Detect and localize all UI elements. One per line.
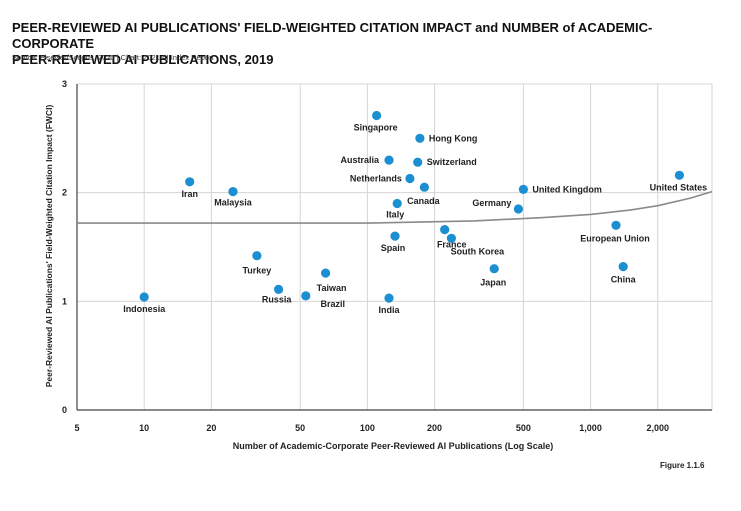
point-germany bbox=[513, 204, 524, 214]
point-label-united-kingdom: United Kingdom bbox=[532, 184, 602, 194]
figure-label: Figure 1.1.6 bbox=[660, 461, 705, 470]
chart-title: PEER-REVIEWED AI PUBLICATIONS' FIELD-WEI… bbox=[12, 20, 727, 68]
point-taiwan bbox=[321, 268, 331, 278]
point-france bbox=[440, 225, 450, 235]
point-label-singapore: Singapore bbox=[354, 123, 398, 133]
point-label-turkey: Turkey bbox=[242, 266, 271, 276]
title-line-2: PEER-REVIEWED AI PUBLICATIONS, 2019 bbox=[12, 52, 274, 67]
point-switzerland bbox=[413, 157, 423, 167]
data-points bbox=[139, 110, 685, 303]
point-label-european-union: European Union bbox=[580, 233, 650, 243]
y-tick-label: 1 bbox=[62, 296, 67, 306]
point-hong-kong bbox=[415, 133, 425, 143]
point-label-italy: Italy bbox=[386, 210, 404, 220]
title-line-1: PEER-REVIEWED AI PUBLICATIONS' FIELD-WEI… bbox=[12, 20, 653, 51]
x-tick-label: 10 bbox=[139, 423, 149, 433]
point-label-iran: Iran bbox=[181, 189, 198, 199]
point-malaysia bbox=[228, 187, 238, 197]
point-singapore bbox=[372, 110, 382, 121]
point-indonesia bbox=[139, 292, 149, 302]
point-label-switzerland: Switzerland bbox=[427, 157, 477, 167]
point-label-canada: Canada bbox=[407, 196, 441, 206]
point-label-united-states: United States bbox=[650, 182, 708, 192]
point-japan bbox=[489, 264, 499, 274]
y-tick-label: 3 bbox=[62, 79, 67, 89]
x-tick-label: 50 bbox=[295, 423, 305, 433]
x-tick-label: 100 bbox=[360, 423, 375, 433]
y-tick-label: 2 bbox=[62, 188, 67, 198]
point-labels: Indonesia Iran Malaysia Turkey Russia Brazil T… bbox=[123, 123, 707, 316]
x-tick-label: 20 bbox=[206, 423, 216, 433]
x-tick-label: 2,000 bbox=[646, 423, 669, 433]
point-china bbox=[618, 262, 628, 272]
point-canada bbox=[419, 182, 429, 192]
point-label-hong-kong: Hong Kong bbox=[429, 133, 478, 143]
point-label-netherlands: Netherlands bbox=[350, 174, 402, 184]
chart-source: Source: Elsevier/Scopus, 2020 | Chart: 2… bbox=[12, 53, 214, 62]
x-tick-label: 200 bbox=[427, 423, 442, 433]
point-spain bbox=[390, 231, 400, 241]
point-india bbox=[384, 293, 394, 303]
point-label-brazil: Brazil bbox=[321, 299, 346, 309]
point-label-france: France bbox=[437, 240, 467, 250]
point-russia bbox=[274, 284, 284, 294]
axes: 5 10 20 50 100 200 500 1,000 2,000 0 1 2 3 bbox=[62, 79, 712, 433]
x-axis-title: Number of Academic-Corporate Peer-Review… bbox=[233, 441, 553, 451]
x-tick-label: 1,000 bbox=[579, 423, 602, 433]
point-brazil bbox=[301, 291, 311, 301]
x-tick-label: 5 bbox=[74, 423, 79, 433]
point-label-taiwan: Taiwan bbox=[317, 283, 347, 293]
point-label-india: India bbox=[378, 305, 400, 315]
point-label-spain: Spain bbox=[381, 243, 406, 253]
y-tick-label: 0 bbox=[62, 405, 67, 415]
point-australia bbox=[384, 155, 394, 165]
point-united-states bbox=[674, 170, 685, 180]
point-label-japan: Japan bbox=[480, 278, 506, 288]
trend-line bbox=[77, 190, 713, 224]
point-turkey bbox=[252, 251, 262, 261]
point-label-china: China bbox=[611, 275, 637, 285]
point-south-korea bbox=[446, 233, 456, 243]
point-italy bbox=[392, 198, 402, 209]
point-label-malaysia: Malaysia bbox=[214, 198, 253, 208]
point-iran bbox=[185, 177, 195, 187]
x-tick-label: 500 bbox=[516, 423, 531, 433]
point-label-south-korea: South Korea bbox=[451, 246, 505, 256]
point-netherlands bbox=[405, 173, 415, 184]
point-label-germany: Germany bbox=[472, 198, 511, 208]
point-european-union bbox=[611, 220, 621, 230]
trend-line-group bbox=[77, 190, 713, 224]
point-united-kingdom bbox=[518, 184, 529, 194]
grid-lines bbox=[76, 83, 713, 411]
point-label-russia: Russia bbox=[262, 294, 293, 304]
point-label-australia: Australia bbox=[340, 155, 380, 165]
point-label-indonesia: Indonesia bbox=[123, 304, 166, 314]
y-axis-title: Peer-Reviewed AI Publications' Field-Wei… bbox=[44, 105, 54, 388]
